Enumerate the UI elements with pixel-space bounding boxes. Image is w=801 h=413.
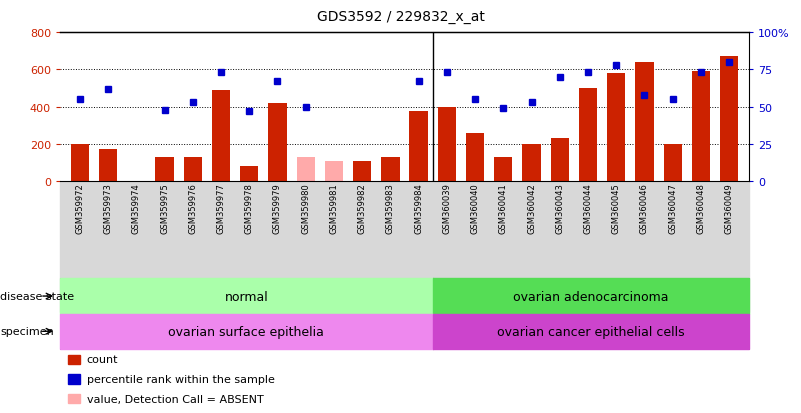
Bar bbox=[296, 157, 315, 182]
Bar bbox=[579, 89, 598, 182]
Bar bbox=[324, 161, 343, 182]
Bar bbox=[607, 74, 626, 182]
Bar bbox=[99, 149, 117, 182]
Text: ovarian cancer epithelial cells: ovarian cancer epithelial cells bbox=[497, 325, 685, 338]
Bar bbox=[155, 157, 174, 182]
Text: GDS3592 / 229832_x_at: GDS3592 / 229832_x_at bbox=[316, 10, 485, 24]
Bar bbox=[494, 157, 513, 182]
Text: specimen: specimen bbox=[0, 326, 54, 337]
Bar bbox=[381, 157, 400, 182]
Bar bbox=[692, 72, 710, 182]
Bar bbox=[353, 161, 372, 182]
Bar bbox=[466, 133, 485, 182]
Text: count: count bbox=[87, 354, 118, 364]
Bar bbox=[550, 139, 569, 182]
Bar bbox=[437, 107, 456, 182]
Bar bbox=[720, 57, 739, 182]
Text: ovarian surface epithelia: ovarian surface epithelia bbox=[168, 325, 324, 338]
Text: ovarian adenocarcinoma: ovarian adenocarcinoma bbox=[513, 290, 669, 303]
Text: percentile rank within the sample: percentile rank within the sample bbox=[87, 374, 275, 384]
Bar bbox=[522, 145, 541, 182]
Bar bbox=[183, 157, 202, 182]
Text: disease state: disease state bbox=[0, 291, 74, 301]
Bar bbox=[635, 63, 654, 182]
Bar bbox=[70, 145, 89, 182]
Bar bbox=[268, 104, 287, 182]
Text: value, Detection Call = ABSENT: value, Detection Call = ABSENT bbox=[87, 394, 264, 404]
Bar bbox=[409, 112, 428, 182]
Text: normal: normal bbox=[224, 290, 268, 303]
Bar bbox=[211, 91, 230, 182]
Bar bbox=[663, 145, 682, 182]
Bar bbox=[240, 167, 259, 182]
